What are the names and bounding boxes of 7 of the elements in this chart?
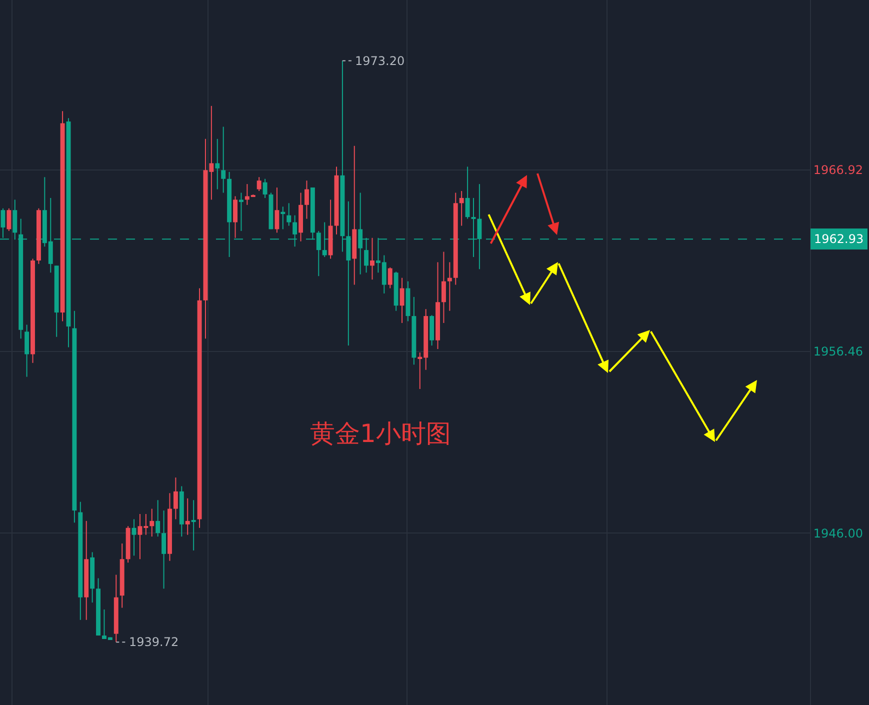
y-tick-label: 1966.92 [813, 163, 864, 178]
annotation: 黄金1小时图 [310, 419, 451, 448]
y-tick-label: 1946.00 [813, 526, 864, 540]
ref-line-label: 1962.93 [814, 232, 864, 246]
annotation: 1973.20 [355, 54, 405, 68]
annotation: 1939.72 [129, 635, 179, 649]
y-tick-label: 1956.46 [813, 344, 864, 359]
